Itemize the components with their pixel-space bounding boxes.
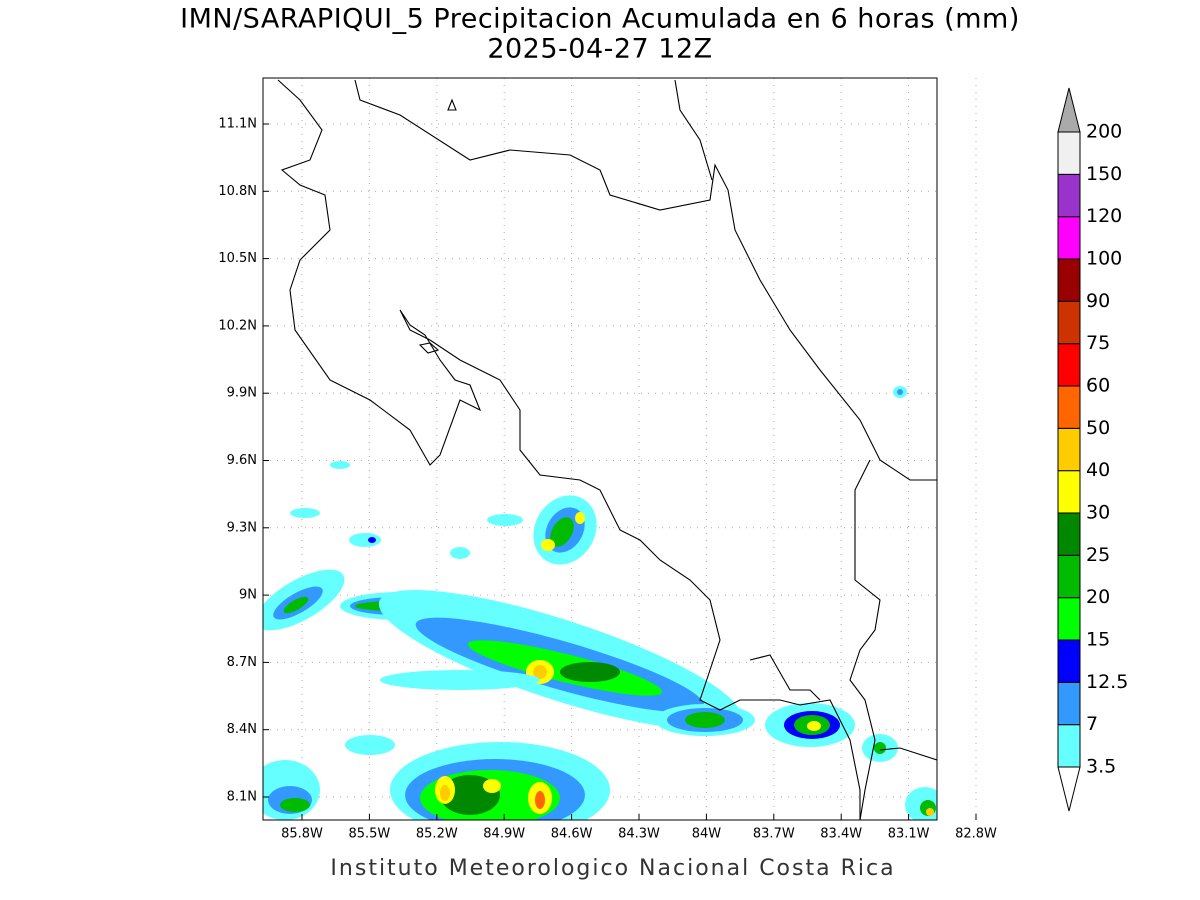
lon-tick-label: 84.3W [618, 827, 660, 842]
colorbar-label: 7 [1086, 713, 1098, 735]
colorbar-label: 90 [1086, 290, 1110, 312]
colorbar-box [1057, 216, 1081, 260]
lat-tick-label: 8.1N [227, 790, 257, 805]
colorbar-box [1057, 724, 1081, 768]
colorbar: 3.5 7 12.5 15 20 25 30 40 50 60 75 90 100 120 150 200 [1057, 87, 1128, 812]
grid [263, 78, 977, 820]
lat-tick-label: 9.9N [227, 386, 257, 401]
colorbar-box [1057, 343, 1081, 387]
lon-tick-label: 82.8W [955, 827, 997, 842]
lat-tick-label: 10.5N [218, 251, 257, 266]
subtitle: 2025-04-27 12Z [487, 34, 712, 65]
lat-tick-label: 10.2N [218, 318, 257, 333]
colorbar-box [1057, 131, 1081, 175]
colorbar-label: 100 [1086, 248, 1122, 270]
lat-tick-label: 9.3N [227, 520, 257, 535]
lon-tick-label: 84W [692, 827, 722, 842]
colorbar-label: 40 [1086, 459, 1110, 481]
lon-tick-label: 85.5W [348, 827, 390, 842]
colorbar-label: 30 [1086, 502, 1110, 524]
colorbar-over [1057, 87, 1081, 133]
precipitation [263, 386, 937, 820]
coastline [277, 79, 937, 820]
lat-tick-label: 11.1N [218, 117, 257, 132]
colorbar-label: 120 [1086, 205, 1122, 227]
colorbar-box [1057, 300, 1081, 345]
rain-blob [263, 386, 937, 820]
lat-tick-label: 8.7N [227, 655, 257, 670]
colorbar-label: 50 [1086, 417, 1110, 439]
lon-tick-label: 85.8W [281, 827, 323, 842]
colorbar-box [1057, 554, 1081, 599]
colorbar-box [1057, 258, 1081, 302]
colorbar-box [1057, 597, 1081, 641]
lon-tick-label: 83.4W [820, 827, 862, 842]
colorbar-label: 150 [1086, 163, 1122, 185]
colorbar-label: 12.5 [1086, 671, 1128, 693]
lat-tick-label: 9N [239, 588, 257, 603]
colorbar-box [1057, 681, 1081, 726]
colorbar-box [1057, 639, 1081, 683]
colorbar-box [1057, 385, 1081, 429]
footer: Instituto Meteorologico Nacional Costa R… [330, 856, 895, 881]
colorbar-box [1057, 173, 1081, 218]
lon-tick-label: 83.1W [888, 827, 930, 842]
lon-tick-label: 83.7W [753, 827, 795, 842]
title: IMN/SARAPIQUI_5 Precipitacion Acumulada … [180, 4, 1020, 35]
colorbar-label: 75 [1086, 332, 1110, 354]
lon-tick-label: 85.2W [416, 827, 458, 842]
lat-tick-label: 10.8N [218, 184, 257, 199]
lon-tick-label: 84.9W [483, 827, 525, 842]
colorbar-box [1057, 512, 1081, 556]
lon-tick-label: 84.6W [551, 827, 593, 842]
colorbar-label: 200 [1086, 121, 1122, 143]
colorbar-label: 15 [1086, 629, 1110, 651]
ticks: 85.8W 85.5W 85.2W 84.9W 84.6W 84.3W 84W 83.7W 83… [218, 117, 997, 842]
lat-tick-label: 8.4N [227, 722, 257, 737]
lat-tick-label: 9.6N [227, 453, 257, 468]
colorbar-label: 3.5 [1086, 756, 1116, 778]
map-frame [262, 77, 938, 821]
colorbar-label: 60 [1086, 375, 1110, 397]
colorbar-box [1057, 470, 1081, 514]
colorbar-label: 25 [1086, 544, 1110, 566]
colorbar-box [1057, 427, 1081, 472]
colorbar-under [1057, 766, 1081, 812]
colorbar-label: 20 [1086, 586, 1110, 608]
